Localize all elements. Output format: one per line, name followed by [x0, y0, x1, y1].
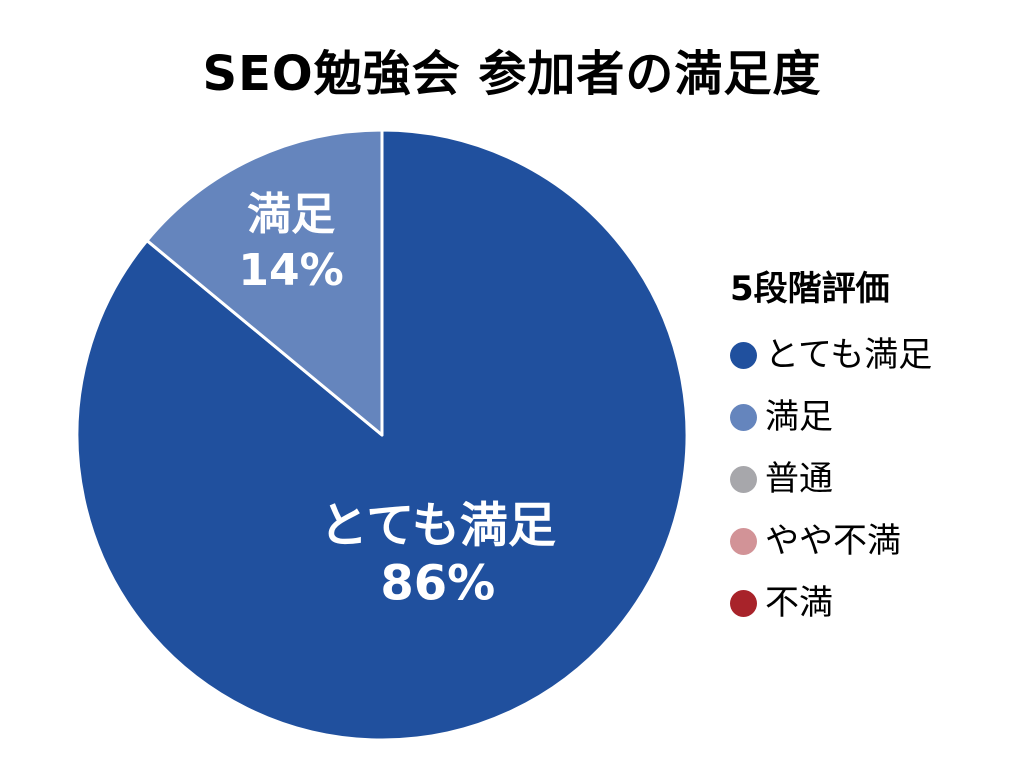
- legend-item: やや不満: [730, 510, 1020, 572]
- legend: 5段階評価 とても満足満足普通やや不満不満: [730, 266, 1020, 634]
- legend-label: とても満足: [765, 335, 933, 375]
- legend-label: 不満: [765, 583, 833, 623]
- legend-item: とても満足: [730, 324, 1020, 386]
- slice-label-name-1: とても満足: [320, 498, 556, 554]
- legend-item: 満足: [730, 386, 1020, 448]
- legend-title: 5段階評価: [730, 269, 890, 309]
- legend-swatch-icon: [730, 589, 757, 617]
- legend-item: 不満: [730, 572, 1020, 634]
- slice-label-value-1: 86%: [380, 556, 495, 612]
- legend-swatch-icon: [730, 403, 757, 431]
- legend-swatch-icon: [730, 341, 757, 369]
- legend-label: やや不満: [765, 521, 901, 561]
- slice-label-name-2: 満足: [247, 189, 335, 240]
- pie-slice-2: [145, 128, 384, 437]
- legend-swatch-icon: [730, 527, 757, 555]
- legend-label: 普通: [765, 459, 833, 499]
- chart-title: SEO勉強会 参加者の満足度: [202, 46, 822, 102]
- legend-item: 普通: [730, 448, 1020, 510]
- legend-label: 満足: [765, 397, 833, 437]
- legend-swatch-icon: [730, 465, 757, 493]
- slice-label-value-2: 14%: [238, 245, 343, 296]
